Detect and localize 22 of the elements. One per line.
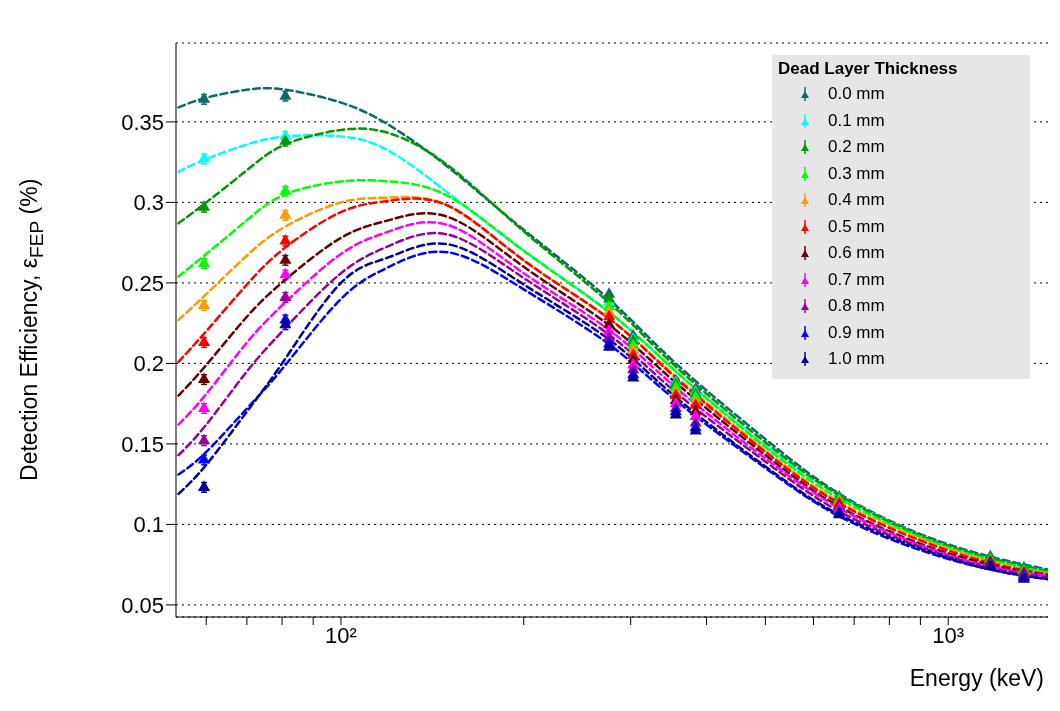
y-tick-label: 0.3 <box>133 190 164 216</box>
x-axis-title: Energy (keV) <box>909 665 1044 692</box>
legend-label: 0.7 mm <box>828 269 885 290</box>
y-tick-label: 0.1 <box>133 512 164 538</box>
y-tick-label: 0.35 <box>121 109 164 135</box>
legend-label: 0.0 mm <box>828 84 885 105</box>
x-tick-label: 10³ <box>932 622 965 648</box>
legend-label: 0.3 mm <box>828 163 885 184</box>
x-tick-label: 10² <box>325 622 357 648</box>
legend-label: 1.0 mm <box>828 349 885 370</box>
legend-label: 0.8 mm <box>828 296 885 317</box>
legend-label: 0.9 mm <box>828 322 885 343</box>
legend-label: 0.5 mm <box>828 216 885 237</box>
legend-label: 0.1 mm <box>828 110 885 131</box>
legend-label: 0.4 mm <box>828 190 885 211</box>
y-tick-label: 0.2 <box>133 351 164 377</box>
legend-label: 0.6 mm <box>828 243 885 264</box>
legend-label: 0.2 mm <box>828 137 885 158</box>
legend-title: Dead Layer Thickness <box>778 59 959 79</box>
y-tick-label: 0.15 <box>121 431 164 457</box>
y-tick-label: 0.05 <box>121 592 164 618</box>
y-tick-label: 0.25 <box>121 270 164 296</box>
